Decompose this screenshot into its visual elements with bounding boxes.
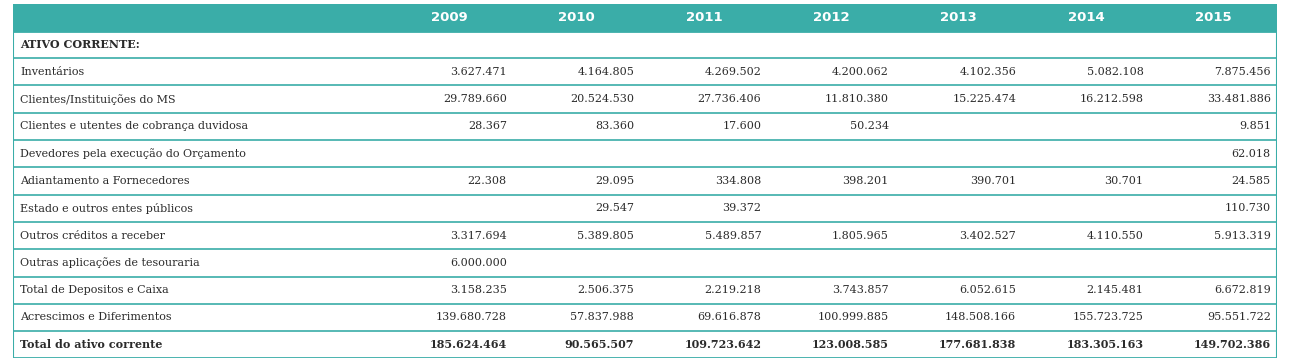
Text: 3.743.857: 3.743.857 (832, 285, 889, 295)
Bar (13, 4, 1277, 31)
Text: Outras aplicações de tesouraria: Outras aplicações de tesouraria (21, 257, 200, 268)
Text: 177.681.838: 177.681.838 (939, 339, 1017, 350)
Text: 2013: 2013 (940, 11, 977, 24)
Text: 83.360: 83.360 (595, 121, 635, 131)
Text: 139.680.728: 139.680.728 (436, 312, 507, 323)
Text: Inventários: Inventários (21, 67, 85, 77)
Text: 2011: 2011 (686, 11, 722, 24)
Text: Acrescimos e Diferimentos: Acrescimos e Diferimentos (21, 312, 172, 323)
Text: 20.524.530: 20.524.530 (570, 94, 635, 104)
Text: Total de Depositos e Caixa: Total de Depositos e Caixa (21, 285, 169, 295)
Text: 149.702.386: 149.702.386 (1193, 339, 1271, 350)
Text: 57.837.988: 57.837.988 (570, 312, 635, 323)
Text: Clientes e utentes de cobrança duvidosa: Clientes e utentes de cobrança duvidosa (21, 121, 249, 131)
Text: 6.672.819: 6.672.819 (1214, 285, 1271, 295)
Text: Outros créditos a receber: Outros créditos a receber (21, 231, 165, 241)
Text: 6.000.000: 6.000.000 (450, 258, 507, 268)
Text: 3.402.527: 3.402.527 (960, 231, 1017, 241)
Text: 39.372: 39.372 (722, 203, 761, 213)
Text: 5.082.108: 5.082.108 (1086, 67, 1143, 77)
Text: Devedores pela execução do Orçamento: Devedores pela execução do Orçamento (21, 148, 246, 159)
Text: 90.565.507: 90.565.507 (565, 339, 635, 350)
Text: 4.269.502: 4.269.502 (704, 67, 761, 77)
Text: 2012: 2012 (813, 11, 850, 24)
Text: 1.805.965: 1.805.965 (832, 231, 889, 241)
Text: 390.701: 390.701 (970, 176, 1017, 186)
Text: 3.158.235: 3.158.235 (450, 285, 507, 295)
Text: 100.999.885: 100.999.885 (818, 312, 889, 323)
Text: 334.808: 334.808 (715, 176, 761, 186)
Text: 5.913.319: 5.913.319 (1214, 231, 1271, 241)
Text: 155.723.725: 155.723.725 (1072, 312, 1143, 323)
Text: 3.317.694: 3.317.694 (450, 231, 507, 241)
Text: 69.616.878: 69.616.878 (698, 312, 761, 323)
Text: 29.547: 29.547 (595, 203, 635, 213)
Text: 4.102.356: 4.102.356 (960, 67, 1017, 77)
Text: Adiantamento a Fornecedores: Adiantamento a Fornecedores (21, 176, 190, 186)
Text: 6.052.615: 6.052.615 (960, 285, 1017, 295)
Text: 30.701: 30.701 (1104, 176, 1143, 186)
Text: 5.489.857: 5.489.857 (704, 231, 761, 241)
Text: 28.367: 28.367 (468, 121, 507, 131)
Text: 109.723.642: 109.723.642 (685, 339, 761, 350)
Text: Clientes/Instituições do MS: Clientes/Instituições do MS (21, 94, 177, 105)
Text: 185.624.464: 185.624.464 (430, 339, 507, 350)
Text: 398.201: 398.201 (842, 176, 889, 186)
Text: 2015: 2015 (1195, 11, 1232, 24)
Text: 33.481.886: 33.481.886 (1206, 94, 1271, 104)
Text: 110.730: 110.730 (1224, 203, 1271, 213)
Text: 2009: 2009 (431, 11, 468, 24)
Text: 17.600: 17.600 (722, 121, 761, 131)
Text: 4.110.550: 4.110.550 (1086, 231, 1143, 241)
Text: 3.627.471: 3.627.471 (450, 67, 507, 77)
Text: 148.508.166: 148.508.166 (946, 312, 1017, 323)
Text: 9.851: 9.851 (1238, 121, 1271, 131)
Text: Estado e outros entes públicos: Estado e outros entes públicos (21, 203, 194, 214)
Text: 2.145.481: 2.145.481 (1086, 285, 1143, 295)
Text: 15.225.474: 15.225.474 (952, 94, 1017, 104)
Text: 2.506.375: 2.506.375 (578, 285, 635, 295)
Text: 2010: 2010 (559, 11, 595, 24)
Text: 50.234: 50.234 (850, 121, 889, 131)
Text: 27.736.406: 27.736.406 (698, 94, 761, 104)
Text: ATIVO CORRENTE:: ATIVO CORRENTE: (21, 39, 141, 50)
Text: 183.305.163: 183.305.163 (1067, 339, 1143, 350)
Text: 7.875.456: 7.875.456 (1214, 67, 1271, 77)
Text: 123.008.585: 123.008.585 (811, 339, 889, 350)
Text: 16.212.598: 16.212.598 (1080, 94, 1143, 104)
Text: 4.164.805: 4.164.805 (578, 67, 635, 77)
Text: Total do ativo corrente: Total do ativo corrente (21, 339, 163, 350)
Text: 29.095: 29.095 (595, 176, 635, 186)
Text: 62.018: 62.018 (1232, 149, 1271, 159)
Text: 29.789.660: 29.789.660 (442, 94, 507, 104)
Text: 24.585: 24.585 (1232, 176, 1271, 186)
Text: 2014: 2014 (1068, 11, 1104, 24)
Text: 4.200.062: 4.200.062 (832, 67, 889, 77)
Text: 5.389.805: 5.389.805 (578, 231, 635, 241)
Text: 2.219.218: 2.219.218 (704, 285, 761, 295)
Text: 22.308: 22.308 (468, 176, 507, 186)
Text: 95.551.722: 95.551.722 (1207, 312, 1271, 323)
Text: 11.810.380: 11.810.380 (824, 94, 889, 104)
